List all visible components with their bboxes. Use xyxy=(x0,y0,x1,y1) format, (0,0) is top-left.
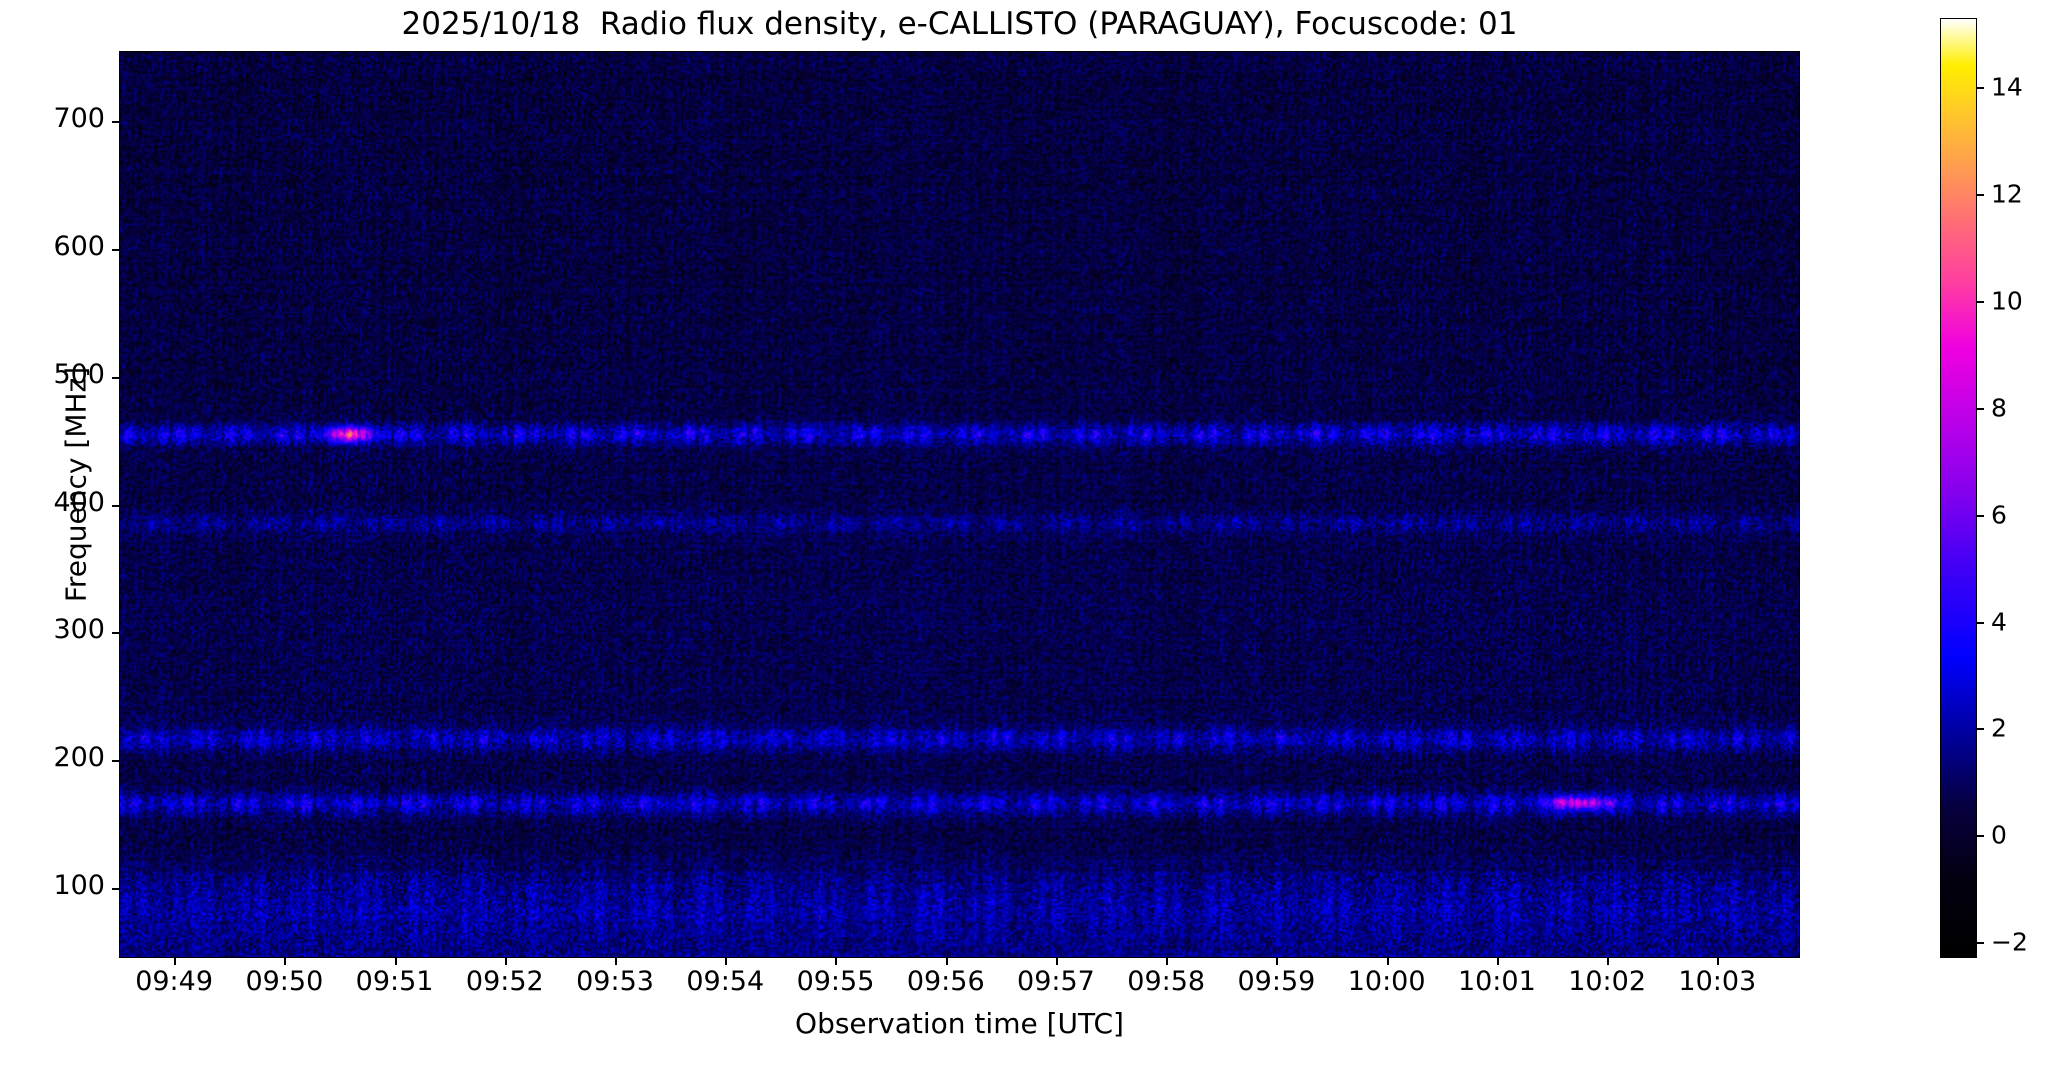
x-axis-tick-label: 09:49 xyxy=(135,966,214,997)
x-axis-tick-mark xyxy=(394,958,397,965)
x-axis-tick-label: 09:51 xyxy=(355,966,434,997)
x-axis-tick-label: 09:53 xyxy=(576,966,654,997)
x-axis-tick-label: 10:01 xyxy=(1457,966,1536,997)
x-axis-tick-mark xyxy=(174,958,177,965)
colorbar-tick-label: 14 xyxy=(1991,72,2023,102)
colorbar-tick-mark xyxy=(1977,407,1984,410)
y-axis-tick-label: 300 xyxy=(53,614,105,646)
y-axis-tick-label: 200 xyxy=(53,741,105,773)
spectrogram-plot-area[interactable] xyxy=(119,51,1800,958)
colorbar-tick-mark xyxy=(1977,941,1984,944)
colorbar-tick-mark xyxy=(1977,835,1984,838)
x-axis-tick-label: 09:58 xyxy=(1127,966,1206,997)
x-axis-tick-mark xyxy=(725,958,728,965)
y-axis-tick-label: 700 xyxy=(53,103,105,135)
x-axis-tick-label: 10:03 xyxy=(1678,966,1757,997)
colorbar-tick-label: 2 xyxy=(1991,713,2007,743)
x-axis-tick-label: 10:00 xyxy=(1347,966,1426,997)
colorbar-tick-label: 12 xyxy=(1991,179,2023,209)
colorbar-tick-mark xyxy=(1977,621,1984,624)
x-axis-tick-mark xyxy=(615,958,618,965)
y-axis-tick-label: 500 xyxy=(53,358,105,390)
colorbar-tick-mark xyxy=(1977,194,1984,197)
x-axis-tick-mark xyxy=(1607,958,1610,965)
x-axis-tick-label: 09:57 xyxy=(1017,966,1095,997)
colorbar-tick-label: 0 xyxy=(1991,820,2007,850)
x-axis-tick-label: 09:56 xyxy=(906,966,985,997)
y-axis-tick-mark xyxy=(112,249,119,251)
x-axis-tick-mark xyxy=(1055,958,1058,965)
x-axis-tick-label: 09:59 xyxy=(1237,966,1316,997)
x-axis-tick-mark xyxy=(1166,958,1169,965)
y-axis-tick-mark xyxy=(112,632,119,635)
x-axis-tick-label: 10:02 xyxy=(1568,966,1646,997)
chart-title: 2025/10/18 Radio flux density, e-CALLIST… xyxy=(401,6,1518,42)
y-axis-tick-mark xyxy=(112,759,119,762)
y-axis-tick-mark xyxy=(112,504,119,507)
x-axis-tick-mark xyxy=(945,958,948,965)
colorbar-tick-label: 6 xyxy=(1991,500,2007,530)
x-axis-tick-mark xyxy=(284,958,287,965)
x-axis-tick-mark xyxy=(1386,958,1389,965)
y-axis-tick-label: 600 xyxy=(53,231,105,262)
x-axis-label: Observation time [UTC] xyxy=(795,1007,1124,1040)
colorbar-tick-mark xyxy=(1977,87,1984,90)
y-axis-tick-mark xyxy=(112,887,119,890)
x-axis-tick-mark xyxy=(835,958,838,965)
spectrogram-image xyxy=(120,52,1799,957)
colorbar-gradient xyxy=(1941,19,1976,957)
colorbar-tick-label: −2 xyxy=(1991,927,2028,957)
y-axis-tick-mark xyxy=(112,376,119,379)
colorbar-tick-mark xyxy=(1977,514,1984,517)
x-axis-tick-mark xyxy=(1717,958,1720,965)
x-axis-tick-label: 09:54 xyxy=(686,966,765,997)
x-axis-tick-mark xyxy=(1496,958,1499,965)
y-axis-label: Frequency [MHz] xyxy=(59,366,93,603)
colorbar-tick-label: 8 xyxy=(1991,393,2007,423)
colorbar-tick-mark xyxy=(1977,301,1984,304)
colorbar-tick-label: 10 xyxy=(1991,286,2023,316)
y-axis-tick-label: 100 xyxy=(53,869,105,901)
colorbar[interactable] xyxy=(1940,18,1977,958)
colorbar-tick-mark xyxy=(1977,728,1984,731)
x-axis-tick-mark xyxy=(1276,958,1279,965)
x-axis-tick-mark xyxy=(504,958,507,965)
y-axis-tick-label: 400 xyxy=(53,486,105,518)
y-axis-tick-mark xyxy=(112,121,119,124)
x-axis-tick-label: 09:50 xyxy=(245,966,324,997)
x-axis-tick-label: 09:52 xyxy=(465,966,544,997)
colorbar-tick-label: 4 xyxy=(1991,607,2007,637)
x-axis-tick-label: 09:55 xyxy=(796,966,875,997)
